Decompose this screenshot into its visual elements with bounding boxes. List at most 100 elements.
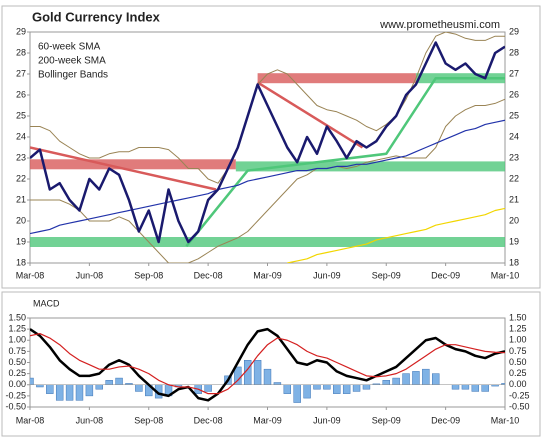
y-tick-label: 18 [16, 257, 26, 267]
y2-tick-label: -0.25 [509, 390, 530, 400]
legend-entry: Bollinger Bands [38, 70, 108, 81]
histogram-bar [382, 380, 390, 385]
y-tick-label: 23 [16, 152, 26, 162]
y2-tick-label: 1.25 [509, 324, 527, 334]
y2-tick-label: 28 [509, 47, 519, 57]
y-tick-label: 27 [16, 68, 26, 78]
x-tick-label: Jun-09 [313, 415, 341, 425]
x-tick-label: Sep-08 [134, 415, 163, 425]
x-tick-label: Mar-10 [491, 270, 520, 280]
histogram-bar [471, 384, 480, 392]
y2-tick-label: 0.00 [509, 379, 527, 389]
x-tick-label: Sep-09 [372, 415, 401, 425]
y-tick-label: 20 [16, 215, 26, 225]
x-tick-label: Sep-09 [372, 270, 401, 280]
y2-tick-label: 0.25 [509, 368, 527, 378]
histogram-bar [501, 383, 505, 386]
histogram-bar [303, 384, 311, 399]
plot-layer [30, 32, 505, 263]
y2-tick-label: 25 [509, 110, 519, 120]
chart-title: Gold Currency Index [32, 9, 161, 24]
x-tick-label: Mar-08 [16, 415, 45, 425]
y-tick-label: 1.00 [8, 335, 26, 345]
y2-tick-label: 23 [509, 152, 519, 162]
x-tick-label: Jun-08 [76, 415, 104, 425]
series-line [30, 332, 505, 395]
y2-tick-label: 27 [509, 68, 519, 78]
x-tick-label: Sep-08 [134, 270, 163, 280]
histogram-bar [46, 384, 54, 394]
histogram-bar [422, 368, 430, 385]
x-tick-label: Dec-08 [194, 270, 223, 280]
zone [257, 73, 416, 84]
histogram-bar [36, 384, 44, 388]
histogram-bar [342, 384, 351, 394]
histogram-bar [105, 380, 113, 385]
macd-title: MACD [33, 298, 60, 308]
y-tick-label: 0.00 [8, 379, 26, 389]
y-tick-label: 0.50 [8, 357, 26, 367]
histogram-bar [313, 384, 321, 390]
histogram-bar [333, 384, 341, 394]
trendline [256, 81, 364, 149]
zone [30, 237, 505, 247]
legend-entry: 200-week SMA [38, 56, 106, 67]
y2-tick-label: 19 [509, 236, 519, 246]
histogram-bar [481, 384, 489, 392]
y2-tick-label: 18 [509, 257, 519, 267]
y2-tick-label: 24 [509, 131, 519, 141]
trendline [30, 146, 217, 191]
histogram-bar [115, 377, 123, 386]
y2-tick-label: 1.50 [509, 312, 527, 322]
x-tick-label: Mar-08 [16, 270, 45, 280]
histogram-bar [65, 384, 74, 401]
y2-tick-label: 0.75 [509, 346, 527, 356]
y2-tick-label: 1.00 [509, 335, 527, 345]
y2-tick-label: 20 [509, 215, 519, 225]
zone [235, 161, 505, 172]
y-tick-label: 19 [16, 236, 26, 246]
y2-tick-label: 22 [509, 173, 519, 183]
bottom-frame [1, 291, 541, 437]
histogram-bar [85, 384, 94, 397]
band-lower [30, 98, 505, 263]
histogram-bar [362, 384, 371, 390]
source: www.prometheusmi.com [379, 19, 500, 31]
x-tick-label: Mar-09 [253, 415, 282, 425]
x-tick-label: Jun-08 [76, 270, 104, 280]
y2-tick-label: 26 [509, 89, 519, 99]
series-line [30, 119, 505, 235]
histogram-bar [451, 384, 460, 390]
y-tick-label: 1.50 [8, 312, 26, 322]
y-tick-label: -0.50 [5, 401, 26, 411]
y-tick-label: 26 [16, 89, 26, 99]
y2-tick-label: 29 [509, 26, 519, 36]
histogram-bar [392, 377, 400, 386]
y-tick-label: 0.25 [8, 368, 26, 378]
histogram-bar [461, 384, 470, 390]
trendline [185, 76, 505, 247]
y-tick-label: -0.25 [5, 390, 26, 400]
histogram-bar [352, 384, 361, 392]
x-tick-label: Jun-09 [313, 270, 341, 280]
x-tick-label: Mar-09 [253, 270, 282, 280]
histogram-bar [95, 384, 103, 390]
y2-tick-label: -0.50 [509, 401, 530, 411]
y-tick-label: 1.25 [8, 324, 26, 334]
y-tick-label: 22 [16, 173, 26, 183]
band-upper [30, 32, 505, 184]
y2-tick-label: 21 [509, 194, 519, 204]
plot-layer [30, 327, 505, 403]
y-tick-label: 21 [16, 194, 26, 204]
y-tick-label: 0.75 [8, 346, 26, 356]
histogram-bar [273, 382, 282, 385]
histogram-bar [432, 373, 440, 385]
histogram-bar [402, 373, 410, 385]
y-tick-label: 28 [16, 47, 26, 57]
series-line [287, 207, 505, 263]
histogram-bar [323, 384, 331, 390]
histogram-bar [204, 384, 212, 392]
histogram-bar [412, 371, 420, 385]
y2-tick-label: 0.50 [509, 357, 527, 367]
